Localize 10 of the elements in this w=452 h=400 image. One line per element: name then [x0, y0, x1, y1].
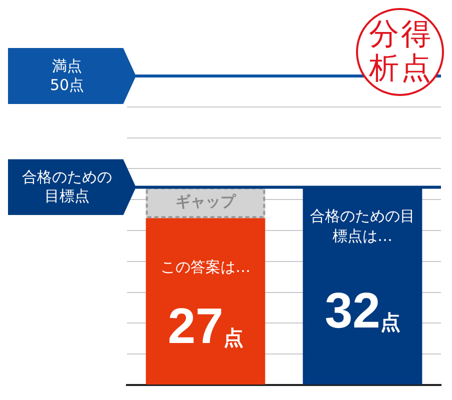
- x-tick-label: 合格のための目標点は…: [310, 207, 415, 246]
- ref-line-label: 合格のための目標点: [21, 168, 113, 206]
- arrow-tag: 合格のための目標点: [8, 159, 136, 216]
- arrow-tag: 満点 50点: [8, 48, 136, 104]
- annotation: 得点分析: [368, 17, 432, 86]
- data-label: 27点: [168, 298, 244, 354]
- data-label: ギャップ: [176, 192, 236, 211]
- x-tick-label: この答案は…: [160, 258, 250, 276]
- data-label: 32点: [324, 282, 400, 339]
- ref-line-label: 満点 50点: [50, 57, 84, 95]
